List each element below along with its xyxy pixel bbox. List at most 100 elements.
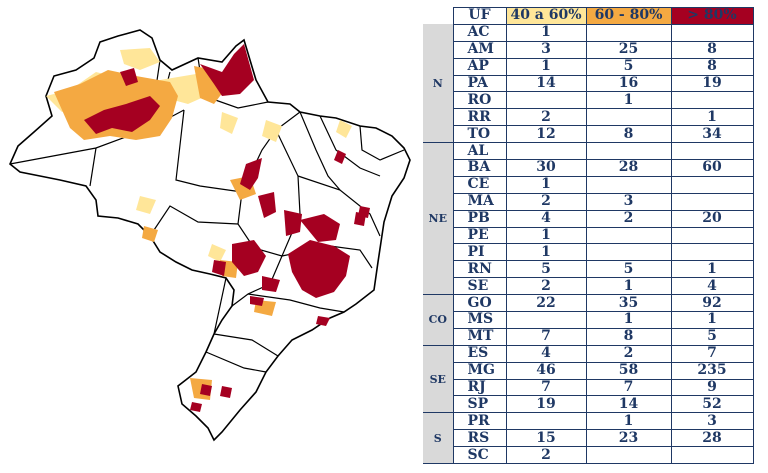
- table-row: PA 14 16 19: [423, 75, 754, 93]
- table-row: RN 5 5 1: [423, 260, 754, 279]
- count-40-60: 4: [505, 210, 586, 228]
- count-80-plus: 4: [670, 277, 754, 296]
- legend-40-60: 40 a 60%: [505, 7, 586, 25]
- count-60-80: [585, 243, 671, 262]
- state-code: RR: [452, 108, 506, 127]
- count-60-80: 7: [585, 379, 671, 397]
- table-row: S PR 1 3: [423, 412, 754, 465]
- state-code: PE: [452, 227, 506, 245]
- count-60-80: [585, 24, 671, 42]
- count-40-60: [505, 412, 586, 431]
- header-uf: UF: [452, 7, 506, 25]
- count-60-80: [585, 227, 671, 245]
- table-body: UF 40 a 60% 60 - 80% > 80% N AC 1 AM 3 25 8 AP 1…: [423, 7, 754, 465]
- state-code: MT: [452, 328, 506, 346]
- count-60-80: 2: [585, 210, 671, 228]
- table-row: SE 2 1 4: [423, 277, 754, 296]
- count-80-plus: 92: [670, 294, 754, 313]
- count-60-80: [585, 176, 671, 194]
- state-code: PA: [452, 75, 506, 93]
- count-60-80: 1: [585, 311, 671, 329]
- count-40-60: 2: [505, 193, 586, 211]
- count-60-80: 25: [585, 41, 671, 59]
- count-60-80: 8: [585, 328, 671, 346]
- table-row: SP 19 14 52: [423, 395, 754, 414]
- count-40-60: [505, 311, 586, 329]
- table-row: NE AL: [423, 142, 754, 296]
- region-label: NE: [423, 142, 453, 296]
- count-40-60: 1: [505, 58, 586, 76]
- count-80-plus: [670, 91, 754, 110]
- uf-count-table: UF 40 a 60% 60 - 80% > 80% N AC 1 AM 3 25 8 AP 1…: [423, 7, 754, 465]
- region-label: N: [423, 24, 453, 144]
- count-40-60: [505, 91, 586, 110]
- count-80-plus: 1: [670, 108, 754, 127]
- count-60-80: 1: [585, 277, 671, 296]
- table-row: BA 30 28 60: [423, 159, 754, 177]
- count-80-plus: [670, 446, 754, 465]
- count-60-80: 16: [585, 75, 671, 93]
- state-code: MA: [452, 193, 506, 211]
- state-code: GO: [452, 294, 506, 313]
- count-40-60: 1: [505, 227, 586, 245]
- state-code: PI: [452, 243, 506, 262]
- table-row: MS 1 1: [423, 311, 754, 329]
- table-row: RS 15 23 28: [423, 429, 754, 448]
- count-80-plus: 5: [670, 328, 754, 346]
- state-code: SE: [452, 277, 506, 296]
- table-row: MT 7 8 5: [423, 328, 754, 346]
- state-code: AL: [452, 142, 506, 161]
- count-80-plus: [670, 176, 754, 194]
- table-row: N AC 1: [423, 24, 754, 144]
- table-row: MA 2 3: [423, 193, 754, 211]
- count-80-plus: 20: [670, 210, 754, 228]
- count-80-plus: 9: [670, 379, 754, 397]
- areas-60-80: [54, 66, 276, 400]
- count-60-80: 23: [585, 429, 671, 448]
- count-80-plus: [670, 193, 754, 211]
- state-code: RS: [452, 429, 506, 448]
- region-label: SE: [423, 345, 453, 414]
- table-header-row: UF 40 a 60% 60 - 80% > 80%: [423, 7, 754, 25]
- region-label: CO: [423, 294, 453, 346]
- count-40-60: 5: [505, 260, 586, 279]
- state-code: MG: [452, 362, 506, 380]
- count-80-plus: 52: [670, 395, 754, 414]
- count-80-plus: 19: [670, 75, 754, 93]
- count-60-80: 5: [585, 58, 671, 76]
- count-80-plus: 7: [670, 345, 754, 363]
- count-80-plus: [670, 24, 754, 42]
- count-60-80: 3: [585, 193, 671, 211]
- state-code: PR: [452, 412, 506, 431]
- count-80-plus: 34: [670, 125, 754, 144]
- count-40-60: 7: [505, 379, 586, 397]
- count-60-80: [585, 446, 671, 465]
- table-row: RJ 7 7 9: [423, 379, 754, 397]
- count-60-80: 5: [585, 260, 671, 279]
- count-80-plus: 60: [670, 159, 754, 177]
- table-row: RO 1: [423, 91, 754, 110]
- count-40-60: 19: [505, 395, 586, 414]
- count-60-80: [585, 142, 671, 161]
- table-row: PI 1: [423, 243, 754, 262]
- count-80-plus: 8: [670, 41, 754, 59]
- count-40-60: 1: [505, 24, 586, 42]
- table-row: TO 12 8 34: [423, 125, 754, 144]
- state-code: RN: [452, 260, 506, 279]
- count-60-80: 14: [585, 395, 671, 414]
- state-code: PB: [452, 210, 506, 228]
- table-row: CO GO 22 35 92: [423, 294, 754, 346]
- count-60-80: 8: [585, 125, 671, 144]
- count-60-80: 1: [585, 412, 671, 431]
- table-row: SE ES 4 2 7: [423, 345, 754, 414]
- count-60-80: 58: [585, 362, 671, 380]
- table-row: AM 3 25 8: [423, 41, 754, 59]
- table-row: PB 4 2 20: [423, 210, 754, 228]
- count-40-60: 14: [505, 75, 586, 93]
- state-code: MS: [452, 311, 506, 329]
- brazil-map-svg: [9, 29, 411, 442]
- table-row: CE 1: [423, 176, 754, 194]
- count-80-plus: [670, 227, 754, 245]
- table-row: MG 46 58 235: [423, 362, 754, 380]
- count-80-plus: 8: [670, 58, 754, 76]
